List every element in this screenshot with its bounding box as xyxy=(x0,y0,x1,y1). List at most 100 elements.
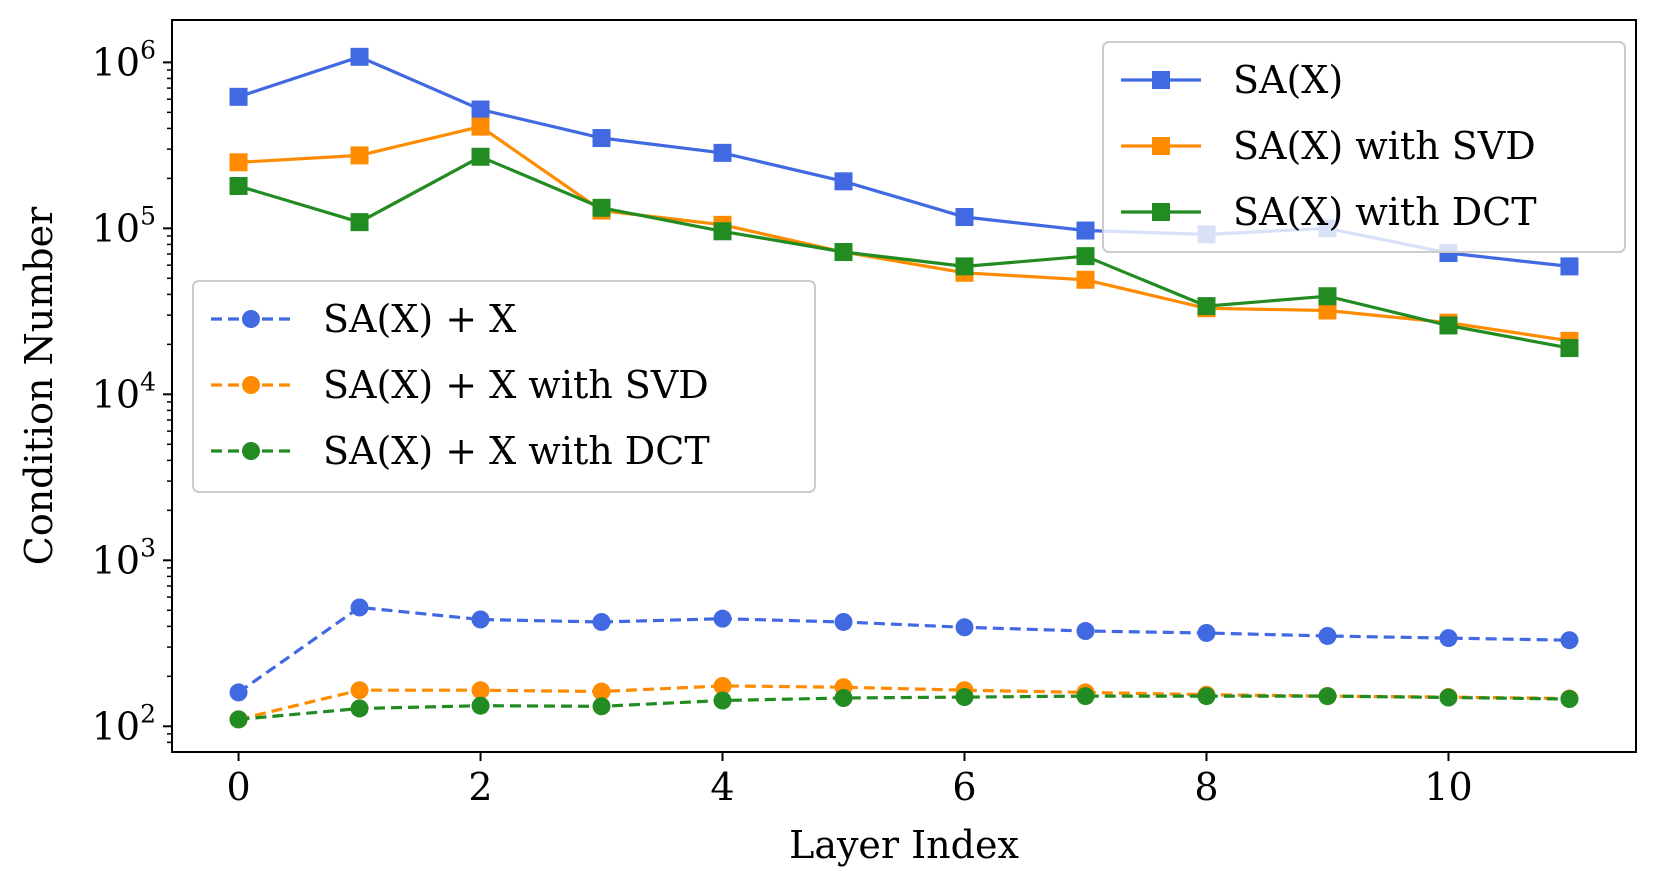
data-point xyxy=(1318,626,1337,645)
data-point xyxy=(1076,247,1095,266)
data-point xyxy=(471,147,490,166)
data-point xyxy=(1439,629,1458,648)
data-point xyxy=(1076,221,1095,240)
data-point xyxy=(350,47,369,66)
y-tick-label: 105 xyxy=(92,201,156,250)
legend-marker xyxy=(242,442,260,460)
legend-label: SA(X) + X with SVD xyxy=(323,363,709,407)
x-tick-label: 8 xyxy=(1194,765,1218,809)
legend-box xyxy=(192,280,816,493)
data-point xyxy=(834,612,853,631)
data-point xyxy=(229,87,248,106)
x-tick-label: 2 xyxy=(468,765,492,809)
legend-marker xyxy=(1152,137,1170,155)
data-point xyxy=(1560,690,1579,709)
series-sa-x-x xyxy=(229,598,1579,702)
y-axis-ticks: 102 103 104 105 106 xyxy=(92,35,172,748)
data-point xyxy=(592,129,611,148)
data-point xyxy=(592,682,611,701)
legend-label: SA(X) + X with DCT xyxy=(323,429,710,473)
data-point xyxy=(955,208,974,227)
x-tick-label: 10 xyxy=(1424,765,1472,809)
legend-label: SA(X) with SVD xyxy=(1233,124,1536,168)
legend-entry-sa-x-x: SA(X) + X xyxy=(211,297,516,341)
data-point xyxy=(834,243,853,262)
data-point xyxy=(592,697,611,716)
data-point xyxy=(592,198,611,217)
data-point xyxy=(229,710,248,729)
data-point xyxy=(471,681,490,700)
data-point xyxy=(955,688,974,707)
series-line xyxy=(238,124,1570,343)
series-layer xyxy=(229,47,1579,729)
series-line xyxy=(238,155,1570,350)
x-tick-label: 4 xyxy=(710,765,734,809)
y-axis-label: Condition Number xyxy=(17,206,61,565)
data-point xyxy=(1560,257,1579,276)
data-point xyxy=(713,222,732,241)
data-point xyxy=(1197,623,1216,642)
data-point xyxy=(350,598,369,617)
data-point xyxy=(229,176,248,195)
x-tick-label: 6 xyxy=(952,765,976,809)
legend-upper-right: SA(X) SA(X) with SVD SA(X) with DCT xyxy=(1102,41,1626,253)
data-point xyxy=(1197,687,1216,706)
data-point xyxy=(713,676,732,695)
data-point xyxy=(834,172,853,191)
legend-marker xyxy=(1152,203,1170,221)
x-axis-label: Layer Index xyxy=(789,823,1019,867)
legend-label: SA(X) + X xyxy=(323,297,516,341)
legend-box xyxy=(1102,41,1626,253)
data-point xyxy=(1439,688,1458,707)
x-tick-label: 0 xyxy=(226,765,250,809)
series-line xyxy=(238,694,1570,721)
data-point xyxy=(471,100,490,119)
series-sa-x-with-dct xyxy=(229,147,1579,358)
data-point xyxy=(713,609,732,628)
legend-entry-sa-x-with-dct: SA(X) with DCT xyxy=(1121,190,1537,234)
y-tick-label: 106 xyxy=(92,35,156,84)
legend-label: SA(X) with DCT xyxy=(1233,190,1537,234)
data-point xyxy=(350,699,369,718)
data-point xyxy=(350,213,369,232)
data-point xyxy=(1076,622,1095,641)
data-point xyxy=(1560,339,1579,358)
data-point xyxy=(471,610,490,629)
data-point xyxy=(350,681,369,700)
y-tick-label: 103 xyxy=(92,533,156,582)
data-point xyxy=(1560,631,1579,650)
legend-label: SA(X) xyxy=(1233,58,1343,102)
data-point xyxy=(592,612,611,631)
data-point xyxy=(229,153,248,172)
legend-entry-sa-x-with-svd: SA(X) with SVD xyxy=(1121,124,1536,168)
y-tick-label: 102 xyxy=(92,699,156,748)
data-point xyxy=(229,683,248,702)
legend-entry-sa-x-x-with-svd: SA(X) + X with SVD xyxy=(211,363,709,407)
data-point xyxy=(1318,287,1337,306)
data-point xyxy=(471,696,490,715)
legend-marker xyxy=(242,310,260,328)
data-point xyxy=(1318,687,1337,706)
plot-area-frame xyxy=(171,19,1637,753)
legend-center-left: SA(X) + X SA(X) + X with SVD SA(X) + X wit… xyxy=(192,280,816,493)
data-point xyxy=(834,689,853,708)
legend-entry-sa-x: SA(X) xyxy=(1121,58,1343,102)
data-point xyxy=(1076,270,1095,289)
data-point xyxy=(1076,687,1095,706)
data-point xyxy=(713,143,732,162)
data-point xyxy=(955,257,974,276)
data-point xyxy=(1318,301,1337,320)
data-point xyxy=(955,618,974,637)
data-point xyxy=(1439,316,1458,335)
series-sa-x-x-with-dct xyxy=(229,687,1579,729)
y-tick-label: 104 xyxy=(92,367,156,416)
legend-entry-sa-x-x-with-dct: SA(X) + X with DCT xyxy=(211,429,710,473)
data-point xyxy=(1197,297,1216,316)
x-axis-ticks: 0 2 4 6 8 10 xyxy=(226,752,1473,809)
data-point xyxy=(350,146,369,165)
legend-marker xyxy=(1152,71,1170,89)
data-point xyxy=(713,691,732,710)
data-point xyxy=(471,117,490,136)
legend-marker xyxy=(242,376,260,394)
